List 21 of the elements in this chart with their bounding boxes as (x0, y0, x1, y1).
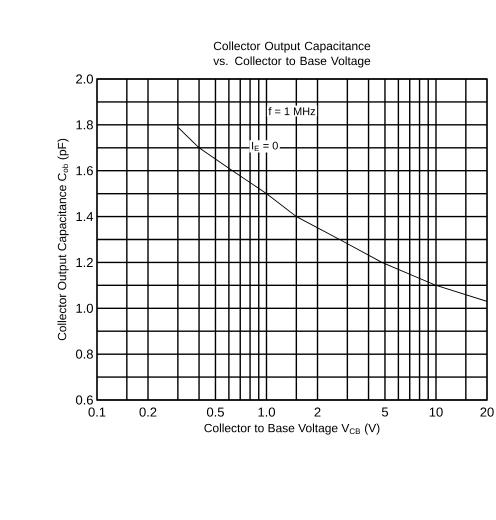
y-tick-label: 1.2 (76, 258, 93, 267)
x-tick-label: 0.5 (206, 408, 224, 417)
y-tick-label: 0.6 (76, 395, 93, 405)
y-tick-label: 1.0 (76, 304, 93, 313)
y-tick-label: 1.8 (76, 120, 93, 130)
x-tick-label: 2 (314, 408, 320, 417)
y-tick-label: 1.4 (76, 212, 94, 222)
x-tick-label: 0.1 (88, 408, 106, 417)
y-tick-label: 1.6 (76, 166, 93, 176)
x-axis-title: Collector to Base Voltage V$_{CB}$ (V) (204, 424, 380, 435)
y-axis-title: Collector Output Capacitance C$_{ob}$ (pF) (57, 138, 69, 340)
x-tick-label: 5 (382, 408, 388, 417)
y-tick-label: 2.0 (76, 74, 93, 84)
x-tick-label: 10 (430, 408, 443, 417)
x-tick-label: 0.2 (140, 408, 156, 417)
x-tick-label: 1.0 (258, 408, 275, 417)
y-tick-label: 0.8 (76, 350, 93, 359)
annotation: f = 1 MHz (268, 107, 316, 116)
chart-title: Collector Output Capacitance vs. Collector to Base Voltage (213, 41, 370, 68)
annotation: I$_{E}$ = 0 (252, 142, 278, 152)
x-tick-label: 20 (480, 408, 494, 417)
